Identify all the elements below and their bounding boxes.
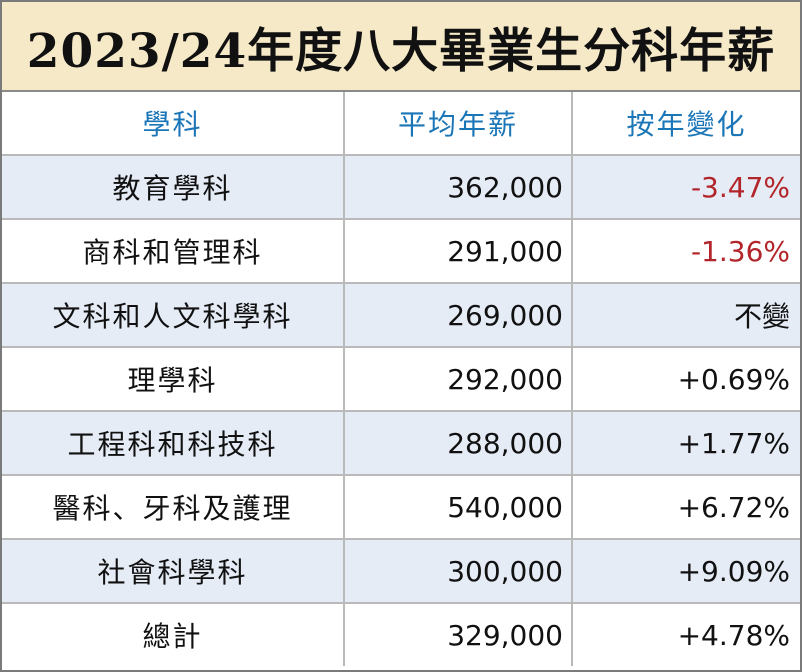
salary-cell: 292,000 [345, 348, 573, 410]
salary-cell: 300,000 [345, 540, 573, 602]
salary-cell: 362,000 [345, 156, 573, 218]
subject-cell: 醫科、牙科及護理 [2, 476, 345, 538]
subject-cell: 理學科 [2, 348, 345, 410]
salary-cell: 291,000 [345, 220, 573, 282]
header-subject: 學科 [2, 92, 345, 154]
table-row: 文科和人文科學科 269,000 不變 [2, 284, 800, 348]
salary-table: 學科 平均年薪 按年變化 教育學科 362,000 -3.47% 商科和管理科 … [2, 92, 800, 666]
table-row: 商科和管理科 291,000 -1.36% [2, 220, 800, 284]
header-salary: 平均年薪 [345, 92, 573, 154]
change-cell: -3.47% [690, 170, 790, 204]
salary-cell: 540,000 [345, 476, 573, 538]
change-cell: +6.72% [677, 490, 790, 524]
subject-cell: 商科和管理科 [2, 220, 345, 282]
subject-cell: 工程科和科技科 [2, 412, 345, 474]
subject-cell: 文科和人文科學科 [2, 284, 345, 346]
table-header-row: 學科 平均年薪 按年變化 [2, 92, 800, 156]
change-cell: -1.36% [690, 234, 790, 268]
table-row: 理學科 292,000 +0.69% [2, 348, 800, 412]
table-row: 醫科、牙科及護理 540,000 +6.72% [2, 476, 800, 540]
subject-cell: 教育學科 [2, 156, 345, 218]
change-cell: +9.09% [677, 554, 790, 588]
table-row: 工程科和科技科 288,000 +1.77% [2, 412, 800, 476]
table-row: 教育學科 362,000 -3.47% [2, 156, 800, 220]
subject-cell: 總計 [2, 604, 345, 666]
table-title: 2023/24年度八大畢業生分科年薪 [2, 2, 800, 92]
table-row-total: 總計 329,000 +4.78% [2, 604, 800, 666]
salary-cell: 288,000 [345, 412, 573, 474]
change-cell: +4.78% [677, 618, 790, 652]
salary-cell: 329,000 [345, 604, 573, 666]
change-cell: +0.69% [677, 362, 790, 396]
header-change: 按年變化 [626, 108, 747, 141]
salary-cell: 269,000 [345, 284, 573, 346]
change-cell: 不變 [733, 300, 790, 333]
table-row: 社會科學科 300,000 +9.09% [2, 540, 800, 604]
subject-cell: 社會科學科 [2, 540, 345, 602]
change-cell: +1.77% [677, 426, 790, 460]
